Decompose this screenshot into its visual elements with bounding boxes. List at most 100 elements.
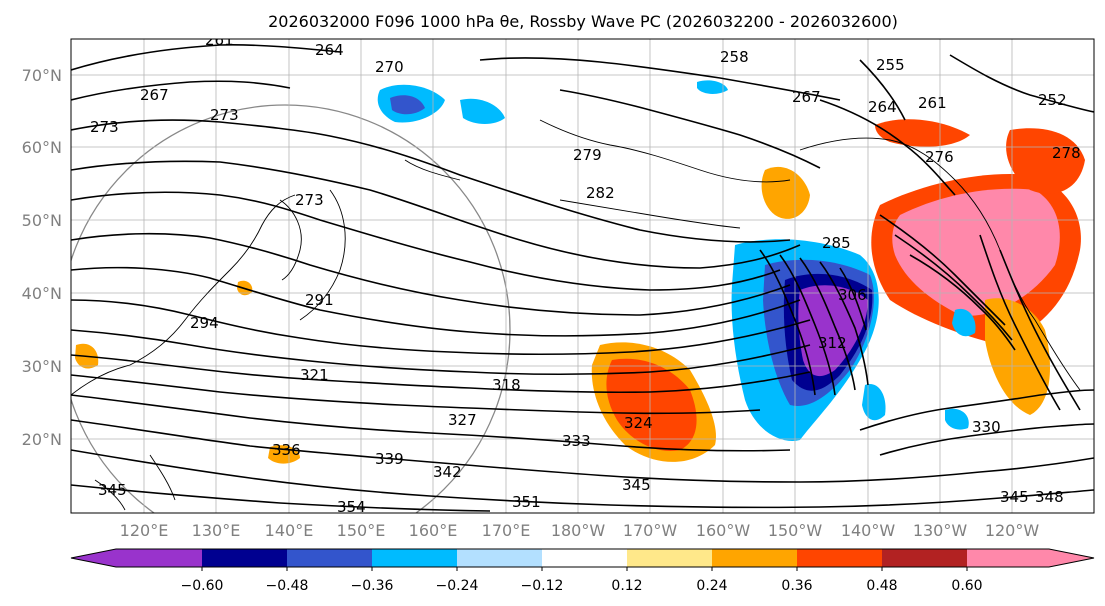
- colorbar-bin: [542, 549, 627, 567]
- colorbar-tick-label: −0.24: [436, 578, 479, 594]
- negative-blob-okhotsk: [460, 98, 505, 124]
- contour-label: 282: [586, 184, 615, 202]
- contour-label: 264: [315, 41, 344, 59]
- contour-label: 333: [562, 432, 591, 450]
- contour-label: 318: [492, 376, 521, 394]
- coastlines: [71, 119, 1081, 511]
- contour-label: 252: [1038, 91, 1067, 109]
- colorbar-bin: [882, 549, 967, 567]
- contour-label: 270: [375, 58, 404, 76]
- latitude-labels: 70°N 60°N 50°N 40°N 30°N 20°N: [22, 66, 62, 449]
- contour-label: 345: [1000, 488, 1029, 506]
- contour-labels: 261 264 270 258 255 252 267 267 273 273 …: [90, 31, 1081, 516]
- colorbar-bin: [712, 549, 797, 567]
- negative-blob-gulf-alaska: [952, 308, 976, 337]
- positive-blob-canada: [1006, 128, 1085, 194]
- lon-label: 150°E: [337, 521, 386, 540]
- contour-label: 330: [972, 418, 1001, 436]
- colorbar-tick-label: −0.12: [521, 578, 564, 594]
- lon-label: 170°E: [482, 521, 531, 540]
- lat-label: 30°N: [22, 357, 62, 376]
- great-circle-ring: [71, 104, 511, 513]
- contour-label: 273: [295, 191, 324, 209]
- contour-label: 327: [448, 411, 477, 429]
- contour-label: 312: [818, 334, 847, 352]
- contour-label: 294: [190, 314, 219, 332]
- colorbar-bin: [797, 549, 882, 567]
- colorbar-bin: [457, 549, 542, 567]
- contour-label: 264: [868, 98, 897, 116]
- lon-label: 130°W: [913, 521, 968, 540]
- lat-label: 70°N: [22, 66, 62, 85]
- lon-label: 180°W: [551, 521, 606, 540]
- negative-blob-arctic: [697, 80, 728, 94]
- contour-label: 345: [622, 476, 651, 494]
- contour-label: 336: [272, 441, 301, 459]
- colorbar-tick-label: −0.60: [181, 578, 224, 594]
- map-area: 261 264 270 258 255 252 267 267 273 273 …: [70, 31, 1095, 516]
- colorbar-tick-label: 0.24: [696, 578, 727, 594]
- lon-label: 140°E: [265, 521, 314, 540]
- colorbar-bin: [287, 549, 372, 567]
- lon-label: 170°W: [623, 521, 678, 540]
- lon-label: 150°W: [768, 521, 823, 540]
- contour-label: 291: [305, 291, 334, 309]
- colorbar-bin: [967, 549, 1049, 567]
- contour-label: 348: [1035, 488, 1064, 506]
- colorbar-outline: [70, 548, 1095, 568]
- colorbar: −0.60 −0.48 −0.36 −0.24 −0.12 0.12 0.24 …: [70, 548, 1095, 594]
- colorbar-tick-label: 0.60: [951, 578, 982, 594]
- colorbar-arrow-max: [1049, 549, 1094, 567]
- contour-label: 321: [300, 366, 329, 384]
- positive-core-ne-pacific: [892, 188, 1060, 316]
- contour-label: 285: [822, 234, 851, 252]
- contour-label: 276: [925, 148, 954, 166]
- lon-label: 130°E: [192, 521, 241, 540]
- lat-label: 50°N: [22, 211, 62, 230]
- lon-label: 120°W: [985, 521, 1040, 540]
- lon-label: 120°E: [120, 521, 169, 540]
- longitude-labels: 120°E 130°E 140°E 150°E 160°E 170°E 180°…: [120, 521, 1040, 540]
- contour-label: 273: [90, 118, 119, 136]
- negative-core-siberia: [390, 95, 425, 115]
- contour-label: 267: [792, 88, 821, 106]
- contour-label: 258: [720, 48, 749, 66]
- contour-label: 267: [140, 86, 169, 104]
- contour-label: 278: [1052, 144, 1081, 162]
- colorbar-tick-label: −0.36: [351, 578, 394, 594]
- colorbar-bin: [202, 549, 287, 567]
- positive-blob-bering: [761, 166, 810, 219]
- colorbar-tick-label: −0.48: [266, 578, 309, 594]
- negative-blob-east: [945, 408, 969, 430]
- lat-label: 20°N: [22, 430, 62, 449]
- colorbar-tick-label: 0.12: [611, 578, 642, 594]
- colorbar-tick-label: 0.36: [781, 578, 812, 594]
- figure-title: 2026032000 F096 1000 hPa θe, Rossby Wave…: [268, 12, 898, 31]
- contour-label: 345: [98, 481, 127, 499]
- contour-label: 306: [838, 286, 867, 304]
- contour-label: 342: [433, 463, 462, 481]
- positive-core-subtropical: [606, 358, 697, 451]
- lon-label: 160°W: [696, 521, 751, 540]
- contour-label: 339: [375, 450, 404, 468]
- contour-label: 354: [337, 498, 366, 516]
- colorbar-bin: [116, 549, 202, 567]
- contour-label: 261: [205, 31, 234, 49]
- colorbar-tick-label: 0.48: [866, 578, 897, 594]
- contour-label: 351: [512, 493, 541, 511]
- theta-e-contours: [71, 44, 1094, 512]
- graticule: [71, 39, 1094, 513]
- colorbar-bin: [627, 549, 712, 567]
- lon-label: 140°W: [841, 521, 896, 540]
- contour-label: 279: [573, 146, 602, 164]
- contour-label: 324: [624, 414, 653, 432]
- colorbar-arrow-min: [71, 549, 116, 567]
- lon-label: 160°E: [409, 521, 458, 540]
- map-frame: [70, 38, 1095, 514]
- lat-label: 60°N: [22, 138, 62, 157]
- negative-core-central-pacific: [798, 285, 868, 377]
- contour-label: 261: [918, 94, 947, 112]
- lat-label: 40°N: [22, 284, 62, 303]
- colorbar-bin: [372, 549, 457, 567]
